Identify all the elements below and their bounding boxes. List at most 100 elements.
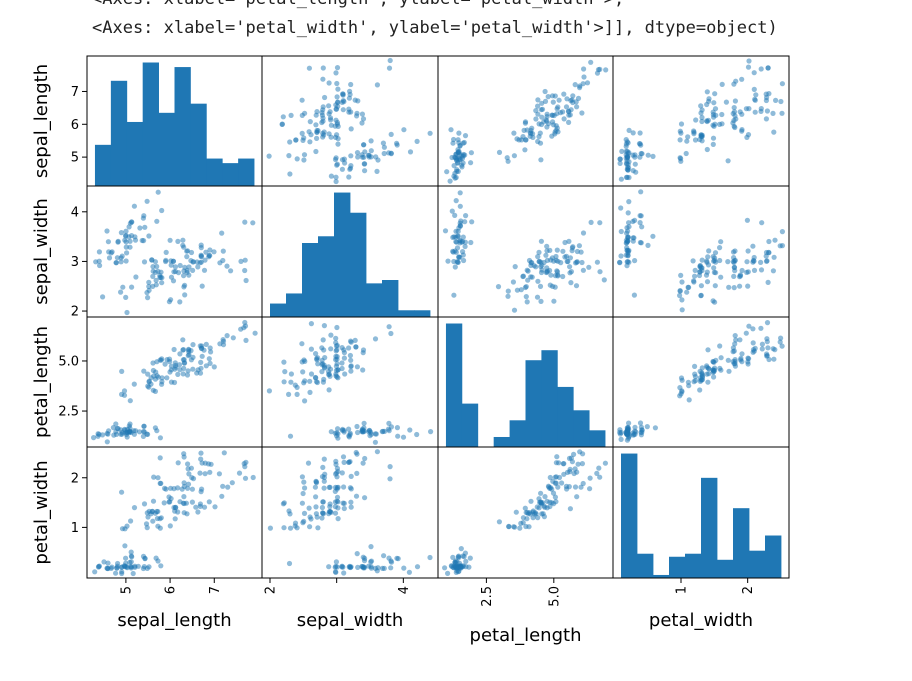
scatter-point	[319, 112, 325, 118]
scatter-point	[706, 366, 712, 372]
scatter-point	[313, 494, 319, 500]
y-tick-label: 1	[71, 521, 79, 536]
scatter-point	[124, 309, 130, 316]
scatter-point	[106, 255, 113, 261]
scatter-point	[725, 357, 731, 363]
scatter-point	[127, 421, 133, 427]
scatter-point	[123, 555, 129, 561]
hist-bar-petal_width	[637, 553, 654, 578]
scatter-point	[763, 116, 770, 122]
scatter-point	[347, 352, 353, 359]
scatter-point	[159, 379, 165, 385]
hist-bar-sepal_width	[334, 192, 351, 317]
scatter-point	[177, 351, 183, 357]
scatter-point	[650, 233, 656, 239]
scatter-point	[326, 564, 332, 570]
scatter-point	[123, 294, 129, 300]
scatter-point	[348, 368, 354, 374]
hist-bar-sepal_length	[126, 121, 144, 186]
scatter-point	[346, 95, 352, 101]
scatter-point	[333, 559, 339, 565]
scatter-point	[307, 514, 313, 520]
scatter-point	[568, 280, 574, 286]
scatter-point	[692, 374, 699, 380]
scatter-point	[168, 485, 174, 491]
scatter-point	[554, 454, 560, 460]
scatter-point	[763, 249, 770, 256]
scatter-point	[712, 250, 719, 256]
scatter-point	[127, 238, 133, 244]
scatter-point	[463, 213, 469, 219]
scatter-point	[322, 94, 328, 101]
scatter-point	[157, 455, 163, 461]
scatter-point	[576, 243, 583, 249]
scatter-point	[380, 140, 386, 146]
scatter-point	[739, 359, 745, 365]
scatter-point	[319, 504, 325, 511]
scatter-point	[170, 278, 177, 284]
scatter-point	[779, 243, 786, 249]
scatter-point	[686, 383, 692, 389]
scatter-point	[449, 208, 455, 214]
scatter-point	[327, 501, 333, 507]
hist-bar-petal_length	[445, 323, 463, 447]
scatter-point	[535, 111, 541, 117]
scatter-point	[771, 356, 777, 362]
scatter-point	[374, 168, 380, 174]
hist-bar-sepal_width	[366, 283, 383, 317]
scatter-point	[534, 294, 541, 300]
scatter-point	[617, 429, 623, 435]
scatter-point	[334, 498, 340, 504]
scatter-point	[333, 348, 339, 354]
scatter-point	[326, 387, 332, 393]
scatter-point	[718, 367, 724, 373]
scatter-point	[137, 225, 143, 231]
scatter-point	[312, 484, 318, 490]
scatter-point	[321, 485, 327, 491]
scatter-point	[468, 239, 474, 246]
scatter-point	[100, 294, 106, 300]
scatter-point	[150, 518, 156, 524]
scatter-point	[219, 493, 225, 499]
scatter-point	[333, 363, 339, 369]
scatter-point	[625, 210, 631, 216]
scatter-point	[564, 96, 570, 102]
scatter-point	[458, 546, 464, 552]
scatter-point	[321, 456, 327, 462]
scatter-point	[216, 471, 222, 477]
scatter-point	[366, 563, 372, 569]
scatter-point	[184, 254, 190, 260]
scatter-point	[733, 337, 739, 343]
scatter-point	[105, 239, 111, 245]
scatter-point	[314, 379, 320, 386]
scatter-point	[588, 219, 594, 225]
scatter-point	[699, 267, 705, 274]
scatter-point	[571, 451, 577, 457]
scatter-point	[541, 503, 547, 509]
scatter-point	[164, 375, 170, 381]
scatter-point	[763, 258, 770, 264]
scatter-point	[328, 346, 334, 352]
scatter-point	[451, 173, 457, 179]
hist-bar-sepal_width	[414, 310, 431, 317]
scatter-point	[150, 273, 156, 279]
scatter-point	[549, 133, 555, 139]
scatter-point	[352, 337, 358, 343]
scatter-point	[632, 258, 638, 264]
scatter-point	[531, 263, 537, 269]
scatter-point	[547, 474, 553, 481]
scatter-point	[220, 248, 226, 254]
scatter-point	[359, 563, 365, 570]
scatter-point	[386, 420, 392, 426]
scatter-point	[198, 359, 204, 365]
scatter-point	[625, 234, 631, 240]
scatter-point	[115, 560, 121, 567]
scatter-point	[626, 150, 632, 156]
scatter-point	[307, 378, 313, 384]
scatter-point	[144, 198, 150, 204]
scatter-point	[229, 480, 235, 486]
scatter-point	[719, 81, 725, 87]
hist-bar-sepal_length	[110, 80, 128, 186]
scatter-point	[181, 510, 187, 516]
scatter-point	[333, 458, 339, 464]
